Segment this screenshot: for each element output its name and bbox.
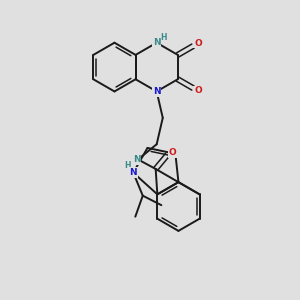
Text: O: O <box>168 148 176 157</box>
Text: N: N <box>153 38 160 47</box>
Text: H: H <box>125 161 131 170</box>
Text: N: N <box>153 87 160 96</box>
Text: O: O <box>194 39 202 48</box>
Text: N: N <box>130 168 137 177</box>
Text: H: H <box>160 34 167 43</box>
Text: O: O <box>194 86 202 95</box>
Text: N: N <box>133 155 140 164</box>
